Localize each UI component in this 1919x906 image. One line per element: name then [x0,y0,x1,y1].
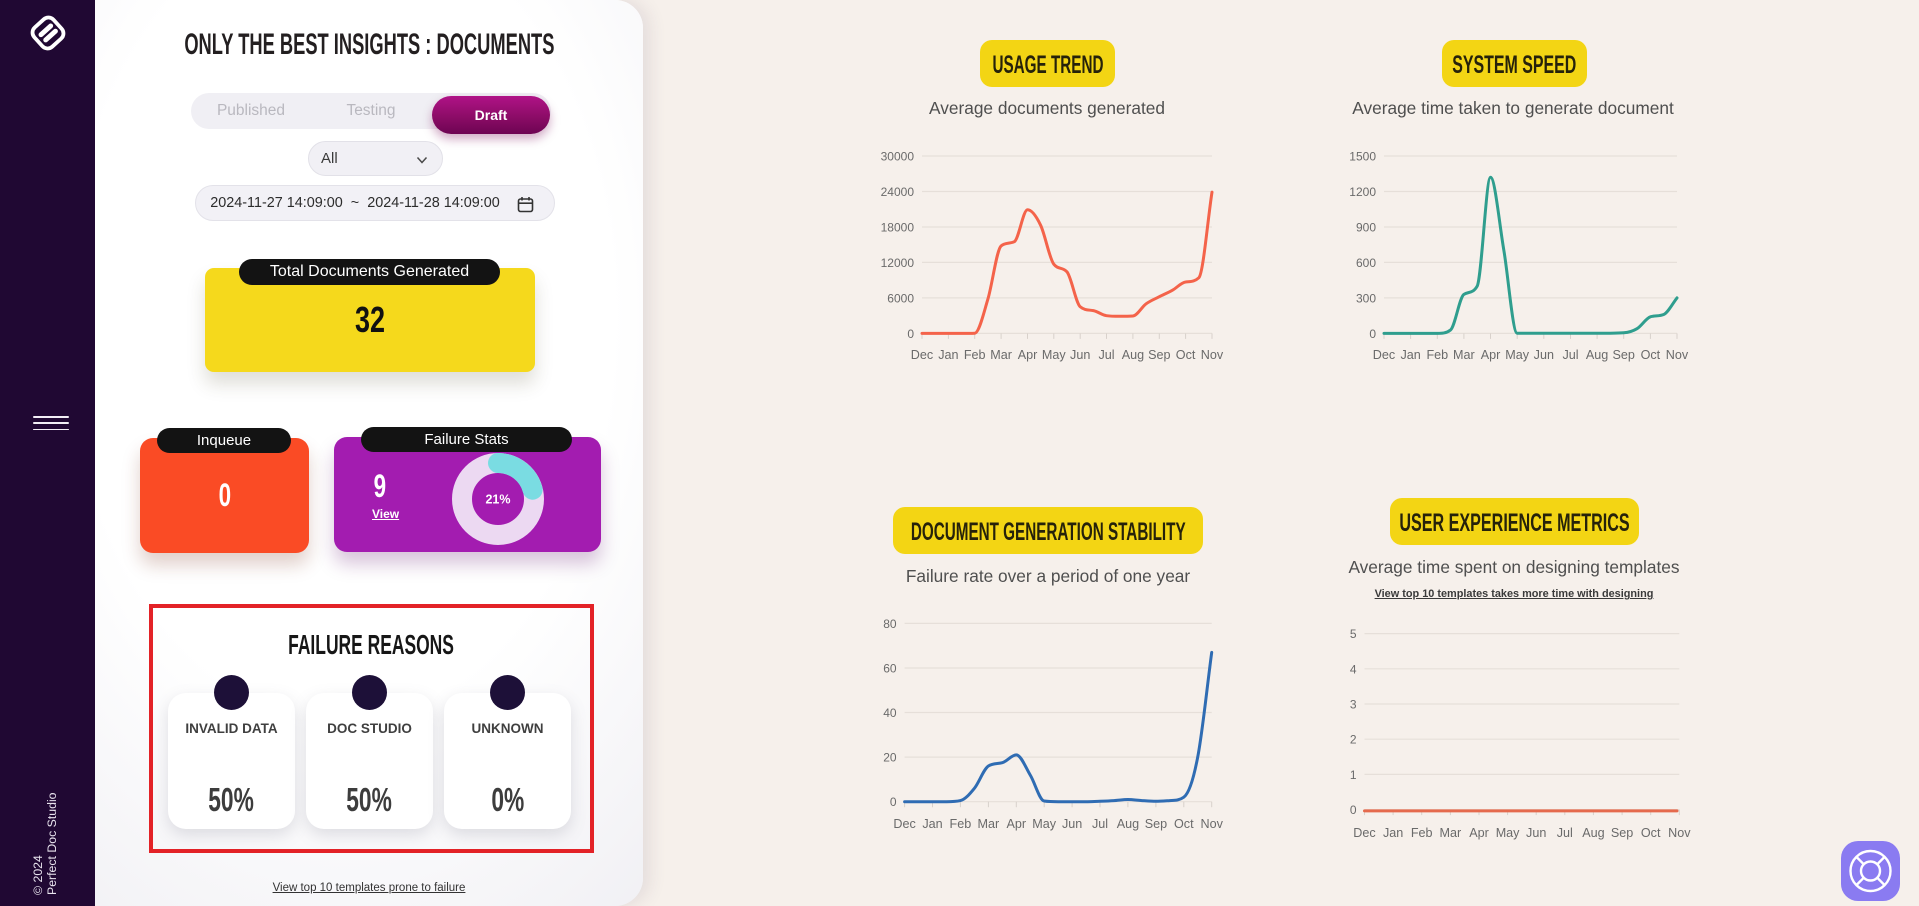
svg-text:Oct: Oct [1641,826,1661,840]
svg-text:60: 60 [883,662,897,676]
svg-text:May: May [1505,348,1529,362]
svg-text:18000: 18000 [881,221,915,235]
svg-text:May: May [1042,348,1066,362]
svg-text:Jun: Jun [1070,348,1090,362]
svg-text:Mar: Mar [990,348,1012,362]
svg-text:Apr: Apr [1018,348,1038,362]
svg-text:Jun: Jun [1062,817,1082,831]
svg-text:5: 5 [1350,627,1357,641]
svg-text:May: May [1032,817,1056,831]
svg-text:900: 900 [1356,221,1376,235]
svg-text:1200: 1200 [1349,185,1376,199]
svg-text:0: 0 [890,795,897,809]
svg-text:Jul: Jul [1562,348,1578,362]
svg-text:Mar: Mar [1453,348,1475,362]
svg-text:Dec: Dec [911,348,933,362]
svg-text:Jan: Jan [922,817,942,831]
svg-text:Nov: Nov [1666,348,1689,362]
svg-text:Apr: Apr [1481,348,1501,362]
svg-text:Feb: Feb [1426,348,1448,362]
svg-text:Feb: Feb [1411,826,1433,840]
svg-text:Aug: Aug [1586,348,1608,362]
svg-text:Jul: Jul [1098,348,1114,362]
svg-text:Jun: Jun [1526,826,1546,840]
svg-text:3: 3 [1350,698,1357,712]
svg-text:Aug: Aug [1582,826,1604,840]
svg-text:Dec: Dec [1373,348,1395,362]
svg-text:Jul: Jul [1557,826,1573,840]
svg-text:Feb: Feb [950,817,972,831]
svg-text:0: 0 [1369,327,1376,341]
svg-text:Feb: Feb [964,348,986,362]
svg-text:Jan: Jan [1400,348,1420,362]
svg-text:4: 4 [1350,662,1357,676]
svg-text:Sep: Sep [1611,826,1633,840]
svg-text:Sep: Sep [1612,348,1634,362]
svg-text:1500: 1500 [1349,150,1376,164]
svg-text:Dec: Dec [1353,826,1375,840]
svg-text:Jan: Jan [938,348,958,362]
svg-text:Apr: Apr [1469,826,1489,840]
svg-text:Jul: Jul [1092,817,1108,831]
svg-text:Jun: Jun [1534,348,1554,362]
svg-text:Nov: Nov [1201,348,1224,362]
svg-text:Aug: Aug [1122,348,1144,362]
svg-text:Mar: Mar [1440,826,1462,840]
svg-text:40: 40 [883,706,897,720]
svg-text:Oct: Oct [1641,348,1661,362]
svg-text:6000: 6000 [887,291,914,305]
svg-text:Sep: Sep [1148,348,1170,362]
svg-text:300: 300 [1356,291,1376,305]
svg-text:20: 20 [883,751,897,765]
svg-text:0: 0 [907,327,914,341]
svg-text:1: 1 [1350,768,1357,782]
svg-text:21%: 21% [485,492,510,506]
svg-text:80: 80 [883,617,897,631]
svg-text:Aug: Aug [1117,817,1139,831]
svg-text:Dec: Dec [893,817,915,831]
svg-text:600: 600 [1356,256,1376,270]
svg-text:Sep: Sep [1145,817,1167,831]
svg-text:30000: 30000 [881,150,915,164]
svg-text:0: 0 [1350,803,1357,817]
svg-text:2: 2 [1350,733,1357,747]
svg-text:Jan: Jan [1383,826,1403,840]
svg-text:24000: 24000 [881,185,915,199]
svg-text:12000: 12000 [881,256,915,270]
svg-text:Nov: Nov [1668,826,1691,840]
svg-text:Nov: Nov [1200,817,1223,831]
svg-text:Mar: Mar [978,817,1000,831]
svg-text:Oct: Oct [1176,348,1196,362]
svg-text:May: May [1496,826,1520,840]
svg-text:Apr: Apr [1006,817,1026,831]
svg-text:Oct: Oct [1174,817,1194,831]
